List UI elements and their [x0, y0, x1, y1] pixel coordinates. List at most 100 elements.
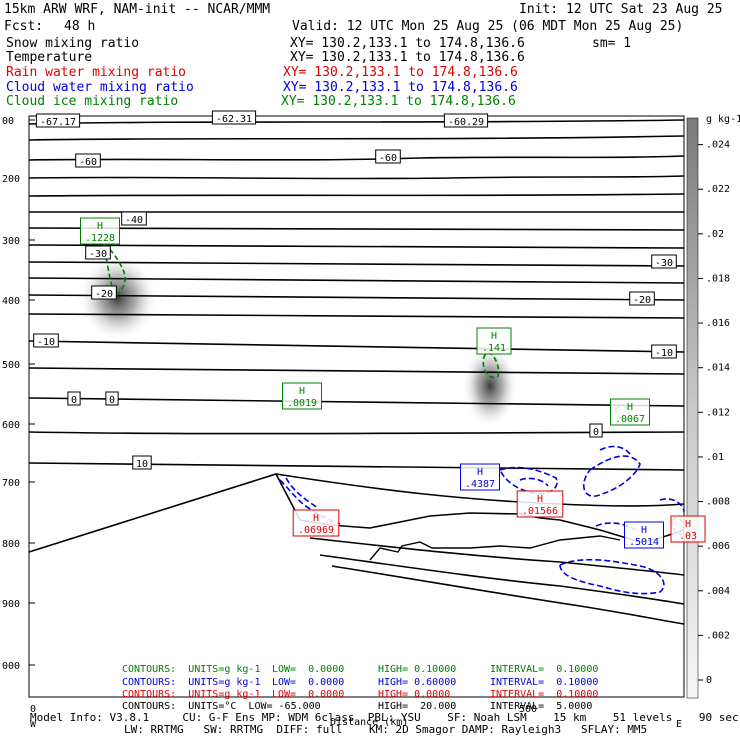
- cloud-water-contour: [285, 477, 319, 509]
- svg-text:0: 0: [71, 395, 77, 406]
- field-snow-name: Snow mixing ratio: [6, 36, 140, 51]
- contour-high: HIGH= 0.0000: [378, 689, 451, 700]
- svg-text:-10: -10: [37, 337, 55, 348]
- contour-high: HIGH= 20.000: [378, 701, 457, 712]
- svg-text:H: H: [685, 519, 691, 530]
- colorbar-tick-label: .004: [706, 586, 730, 597]
- cloud-water-contour: [659, 498, 685, 513]
- temp-contour: [28, 226, 685, 231]
- maximum-label: H.0067: [610, 398, 650, 426]
- temperature-label: -60: [75, 153, 101, 168]
- y-tick-label: 400: [2, 296, 20, 307]
- svg-text:0: 0: [593, 427, 599, 438]
- valid-time: Valid: 12 UTC Mon 25 Aug 25 (06 MDT Mon …: [292, 19, 684, 34]
- cloud-water-contour: [599, 445, 631, 455]
- colorbar-tick-label: .002: [706, 630, 730, 641]
- field-rain-xy: XY= 130.2,133.1 to 174.8,136.6: [283, 65, 518, 80]
- svg-text:.0067: .0067: [615, 414, 645, 425]
- y-tick-label: 000: [2, 661, 20, 672]
- colorbar-tick-label: .012: [706, 407, 730, 418]
- temp-contour: [28, 340, 685, 353]
- svg-text:H: H: [299, 386, 305, 397]
- contour-units: CONTOURS: UNITS=g kg-1: [122, 689, 261, 700]
- contour-units: CONTOURS: UNITS=g kg-1: [122, 664, 261, 675]
- contour-low: LOW= 0.0000: [272, 664, 345, 675]
- svg-text:-30: -30: [655, 258, 673, 269]
- svg-text:.4387: .4387: [465, 479, 495, 490]
- y-tick-label: 200: [2, 174, 20, 185]
- svg-text:-30: -30: [89, 249, 107, 260]
- temperature-label: -30: [651, 254, 677, 269]
- svg-text:.5014: .5014: [629, 537, 659, 548]
- x-tick-0: 0: [30, 704, 36, 715]
- maximum-label: H.5014: [624, 521, 664, 549]
- colorbar-tick-label: .006: [706, 541, 730, 552]
- colorbar: [686, 117, 699, 699]
- temperature-label: -60.29: [443, 113, 489, 128]
- svg-text:-60: -60: [379, 153, 397, 164]
- contour-high: HIGH= 0.60000: [378, 677, 457, 688]
- colorbar-tick-label: .016: [706, 318, 730, 329]
- maximum-label: H.0019: [282, 382, 322, 410]
- svg-text:.01566: .01566: [522, 506, 558, 517]
- svg-text:.03: .03: [679, 531, 697, 542]
- svg-text:-20: -20: [95, 289, 113, 300]
- temp-contour: [331, 565, 685, 625]
- temp-contour: [309, 537, 685, 576]
- field-snow-xy: XY= 130.2,133.1 to 174.8,136.6: [290, 36, 525, 51]
- temp-contour: [28, 462, 685, 471]
- svg-text:10: 10: [136, 459, 148, 470]
- temperature-label: -10: [651, 344, 677, 359]
- contour-units: CONTOURS: UNITS=°C LOW= -65.000: [122, 701, 321, 712]
- init-time: Init: 12 UTC Sat 23 Aug 25: [519, 2, 723, 17]
- maximum-label: H.03: [670, 515, 706, 543]
- svg-text:.141: .141: [482, 343, 506, 354]
- temp-contour: [28, 367, 685, 375]
- svg-text:H: H: [313, 513, 319, 524]
- maximum-label: H.06969: [292, 509, 340, 537]
- field-rain-name: Rain water mixing ratio: [6, 65, 187, 80]
- x-tick-500: 500: [519, 704, 537, 715]
- temperature-label: -40: [121, 211, 147, 226]
- temperature-label: -60: [375, 149, 401, 164]
- colorbar-tick-label: .014: [706, 363, 730, 374]
- field-cloudwater-name: Cloud water mixing ratio: [6, 80, 194, 95]
- temp-contour: [28, 175, 685, 180]
- temp-contour: [28, 119, 685, 125]
- fcst-label: Fcst:: [4, 19, 44, 34]
- temperature-contours: [28, 119, 685, 625]
- temperature-label: -62.31: [211, 110, 257, 125]
- temp-contour: [28, 135, 685, 141]
- y-tick-label: 900: [2, 599, 20, 610]
- terrain-detail: [369, 535, 621, 561]
- field-temp-xy: XY= 130.2,133.1 to 174.8,136.6: [290, 50, 525, 65]
- svg-text:H: H: [491, 331, 497, 342]
- contour-interval: INTERVAL= 0.10000: [490, 689, 599, 700]
- cloud-ice-contours: [103, 243, 631, 422]
- fcst-value: 48 h: [64, 19, 96, 34]
- colorbar-units: g kg-1: [706, 114, 740, 125]
- colorbar-tick-label: .018: [706, 273, 730, 284]
- maximum-label: H.1228: [80, 217, 120, 245]
- svg-text:H: H: [641, 525, 647, 536]
- temperature-label: -30: [85, 245, 111, 260]
- svg-text:H: H: [477, 467, 483, 478]
- y-tick-label: 500: [2, 360, 20, 371]
- temperature-label: 10: [132, 455, 152, 470]
- cloud-water-contour: [583, 455, 641, 497]
- contour-high: HIGH= 0.10000: [378, 664, 457, 675]
- contour-interval: INTERVAL= 0.10000: [490, 677, 599, 688]
- model-info-line-1: Model Info: V3.8.1 CU: G-F Ens MP: WDM 6…: [30, 711, 739, 724]
- temp-contour: [28, 277, 685, 284]
- colorbar-ticks: .024 .022 .02 .018 .016 .014 .012 .01 .008 .006 .0…: [698, 140, 730, 686]
- field-snow-extra: sm= 1: [592, 36, 632, 51]
- svg-text:H: H: [627, 402, 633, 413]
- svg-text:-67.17: -67.17: [40, 117, 76, 128]
- cloud-water-contour: [499, 466, 558, 495]
- field-cloudice-xy: XY= 130.2,133.1 to 174.8,136.6: [281, 94, 516, 109]
- temperature-label: -20: [629, 291, 655, 306]
- model-info-line-2: LW: RRTMG SW: RRTMG DIFF: full KM: 2D Sm…: [124, 723, 648, 736]
- colorbar-tick-label: .024: [706, 140, 730, 151]
- colorbar-tick-label: .022: [706, 184, 730, 195]
